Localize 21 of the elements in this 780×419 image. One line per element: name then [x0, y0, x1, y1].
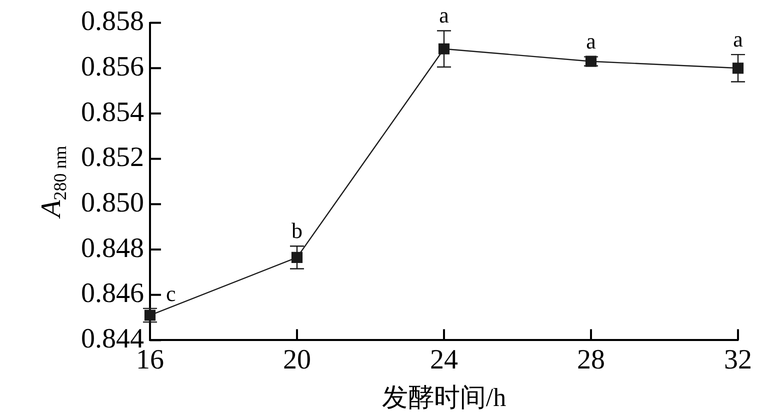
y-axis-title: A280 nm — [36, 146, 70, 220]
x-tick-label: 20 — [283, 344, 311, 376]
y-tick-label: 0.856 — [81, 52, 144, 82]
point — [438, 43, 450, 54]
x-axis-title: 发酵时间/h — [382, 383, 506, 412]
point — [291, 252, 303, 263]
annotation: b — [292, 218, 302, 243]
y-tick-label: 0.858 — [81, 6, 144, 38]
annotation: a — [733, 26, 744, 52]
x-tick-label: 28 — [577, 344, 605, 376]
y-tick-label: 0.848 — [81, 232, 144, 264]
x-tick-label: 32 — [724, 344, 752, 376]
y-tick-label: 0.850 — [81, 188, 144, 219]
point — [732, 62, 744, 74]
y-tick-label: 0.852 — [81, 142, 144, 174]
x-tick-label: 24 — [430, 344, 458, 376]
annotation: c — [166, 281, 176, 306]
annotation: a — [439, 2, 450, 28]
y-tick-label: 0.846 — [81, 278, 144, 310]
y-tick-label: 0.854 — [81, 96, 144, 128]
annotation: a — [586, 28, 596, 54]
